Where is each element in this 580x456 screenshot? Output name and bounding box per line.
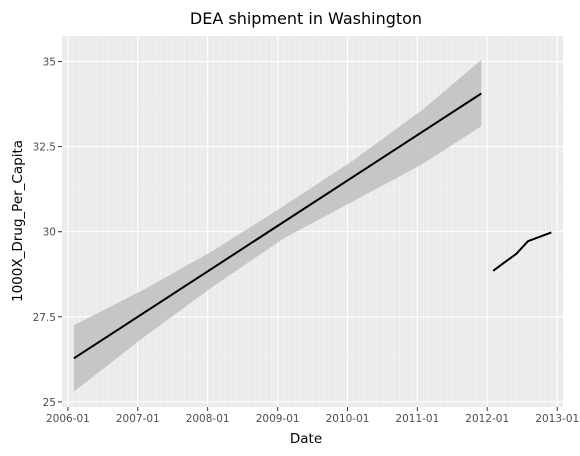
chart-title: DEA shipment in Washington <box>190 9 422 28</box>
y-axis-label: 1000X_Drug_Per_Capita <box>10 140 26 302</box>
y-tick-label: 25 <box>43 397 56 409</box>
y-axis: 25 27.5 30 32.5 35 <box>33 57 62 409</box>
series-line-2 <box>492 231 552 272</box>
x-tick-label: 2006-01 <box>46 413 90 425</box>
y-tick-label: 35 <box>43 57 56 69</box>
y-tick-label: 27.5 <box>33 312 56 324</box>
y-tick-label: 32.5 <box>33 142 56 154</box>
x-tick-label: 2009-01 <box>256 413 300 425</box>
x-tick-label: 2008-01 <box>186 413 230 425</box>
x-tick-label: 2012-01 <box>465 413 509 425</box>
x-tick-label: 2013-01 <box>535 413 579 425</box>
x-tick-label: 2010-01 <box>326 413 370 425</box>
x-tick-label: 2011-01 <box>395 413 439 425</box>
series-lines <box>73 92 552 360</box>
major-gridlines <box>62 36 563 407</box>
x-axis-label: Date <box>290 431 322 447</box>
y-tick-label: 30 <box>43 227 56 239</box>
x-tick-label: 2007-01 <box>116 413 160 425</box>
series-line-0 <box>73 92 482 360</box>
x-axis: 2006-01 2007-01 2008-01 2009-01 2010-01 2011-… <box>46 407 579 425</box>
